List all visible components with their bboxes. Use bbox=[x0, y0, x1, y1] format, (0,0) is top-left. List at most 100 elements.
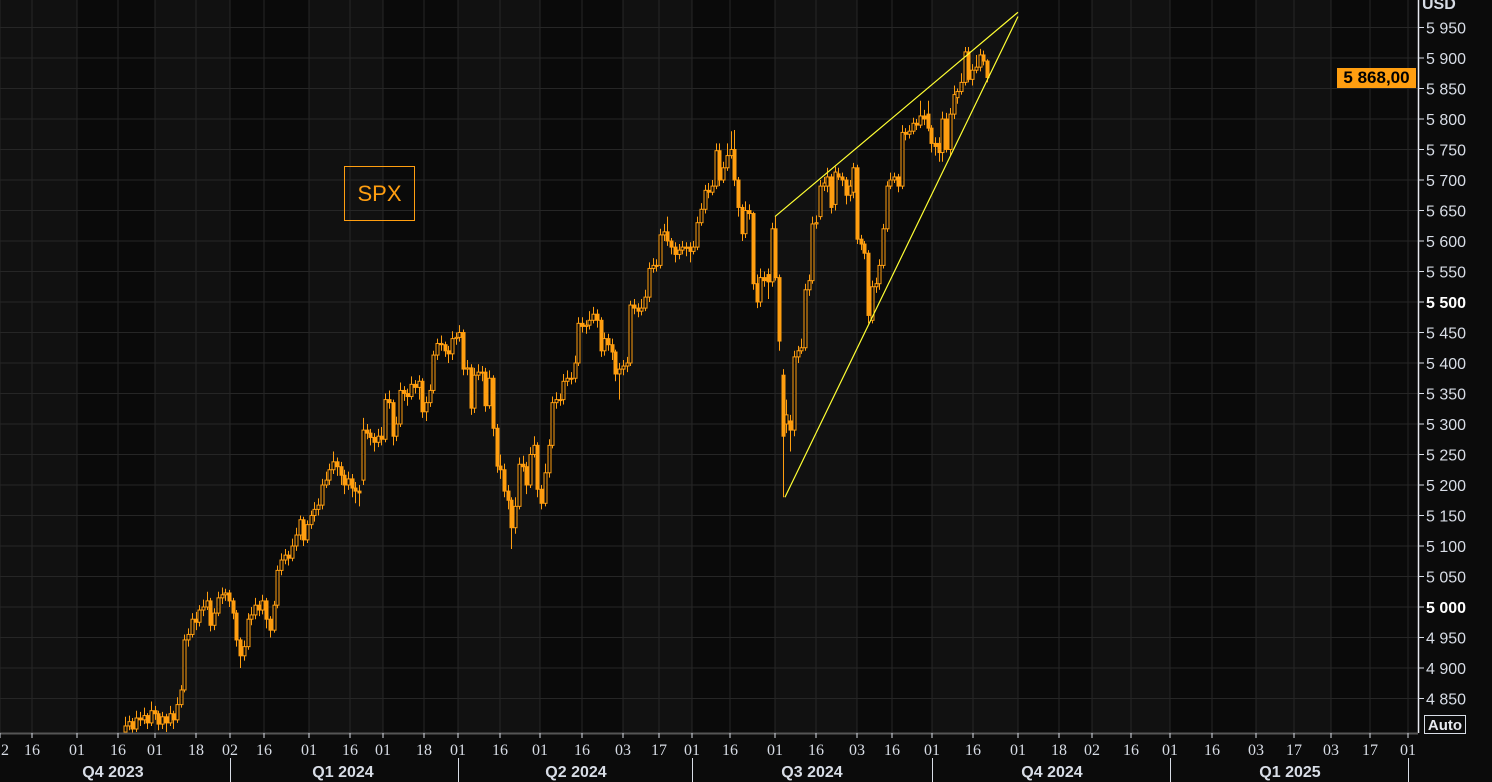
trendline[interactable] bbox=[774, 11, 1019, 218]
x-tick-label: 17 bbox=[651, 742, 667, 759]
last-price-tag: 5 868,00 bbox=[1337, 68, 1416, 88]
candle-body-up bbox=[528, 454, 533, 486]
candle bbox=[621, 359, 626, 376]
candle-body-up bbox=[186, 633, 191, 641]
candle-body-down bbox=[777, 277, 782, 342]
candle-body-up bbox=[160, 716, 165, 725]
candle-body-down bbox=[365, 429, 370, 434]
x-tick-label: 16 bbox=[1204, 742, 1220, 759]
candle-body-down bbox=[859, 238, 864, 245]
candle bbox=[766, 268, 771, 299]
quarter-label: Q4 2023 bbox=[82, 764, 143, 781]
candle-body-down bbox=[929, 127, 934, 144]
candle bbox=[246, 613, 251, 650]
candle-body-down bbox=[208, 600, 213, 626]
month-band bbox=[1018, 0, 1092, 733]
candle-body-down bbox=[286, 554, 291, 559]
candle-body-up bbox=[892, 176, 897, 181]
candle bbox=[595, 309, 600, 328]
candle bbox=[476, 364, 481, 381]
candle-body-down bbox=[896, 176, 901, 187]
candle bbox=[699, 203, 704, 226]
candle bbox=[896, 173, 901, 193]
candle-body-up bbox=[743, 210, 748, 235]
candle bbox=[123, 716, 128, 733]
candle bbox=[171, 710, 176, 729]
ticker-annotation[interactable]: SPX bbox=[344, 166, 415, 221]
candle-body-down bbox=[238, 639, 243, 657]
candle bbox=[658, 228, 663, 269]
candle bbox=[933, 137, 938, 156]
candle bbox=[502, 463, 507, 498]
candle bbox=[487, 370, 492, 409]
auto-scale-button[interactable]: Auto bbox=[1424, 715, 1466, 734]
candle bbox=[301, 516, 306, 546]
candle-body-up bbox=[818, 185, 823, 218]
candle bbox=[547, 439, 552, 478]
candle-body-up bbox=[587, 319, 592, 326]
candle bbox=[223, 588, 228, 601]
candle-body-up bbox=[279, 559, 284, 571]
candle bbox=[435, 338, 440, 360]
candle-body-up bbox=[212, 612, 217, 626]
candle-body-down bbox=[357, 490, 362, 494]
candle-body-up bbox=[959, 81, 964, 93]
candle-body-up bbox=[201, 606, 206, 611]
candle-body-up bbox=[952, 94, 957, 115]
candle-body-up bbox=[651, 264, 656, 269]
candle-body-down bbox=[231, 600, 236, 614]
candle-body-up bbox=[877, 264, 882, 285]
candle-body-up bbox=[324, 479, 329, 486]
candle bbox=[877, 259, 882, 290]
candle bbox=[632, 298, 637, 315]
candle bbox=[721, 161, 726, 184]
candle-body-up bbox=[870, 286, 875, 321]
x-tick-label: 02 bbox=[1084, 742, 1100, 759]
candle-body-down bbox=[164, 716, 169, 724]
candle-body-up bbox=[260, 600, 265, 611]
candle bbox=[807, 274, 812, 296]
candle bbox=[316, 498, 321, 516]
x-tick-label: 16 bbox=[1123, 742, 1139, 759]
trendline[interactable] bbox=[784, 16, 1019, 498]
candle bbox=[160, 711, 165, 729]
candle bbox=[710, 180, 715, 196]
candle bbox=[617, 363, 622, 400]
candle-body-down bbox=[339, 466, 344, 476]
candle-body-down bbox=[669, 240, 674, 248]
candle-body-down bbox=[747, 210, 752, 215]
y-tick-label: 5 500 bbox=[1426, 295, 1466, 312]
candle-body-down bbox=[268, 618, 273, 631]
candle bbox=[829, 173, 834, 214]
candle-body-up bbox=[900, 131, 905, 187]
candle-body-down bbox=[766, 274, 771, 283]
trendlines[interactable] bbox=[774, 11, 1019, 498]
candle bbox=[565, 370, 570, 387]
quarter-label: Q4 2024 bbox=[1021, 764, 1082, 781]
candle bbox=[669, 237, 674, 255]
candle-body-up bbox=[617, 368, 622, 375]
candle-body-up bbox=[465, 367, 470, 370]
month-band bbox=[0, 0, 77, 733]
candle-body-up bbox=[576, 322, 581, 364]
candle bbox=[569, 372, 574, 385]
y-tick-label: 5 950 bbox=[1426, 21, 1466, 38]
x-tick-label: 01 bbox=[767, 742, 783, 759]
candle-body-down bbox=[301, 519, 306, 541]
candle-body-down bbox=[732, 149, 737, 181]
x-tick-label: 01 bbox=[1400, 742, 1416, 759]
candle bbox=[331, 451, 336, 475]
candle-body-up bbox=[294, 534, 299, 547]
y-tick-label: 5 700 bbox=[1426, 173, 1466, 190]
candle bbox=[610, 338, 615, 360]
candle-body-down bbox=[353, 487, 358, 492]
candle-body-down bbox=[717, 150, 722, 181]
candle-body-up bbox=[249, 614, 254, 620]
month-band bbox=[932, 0, 1018, 733]
candle-body-down bbox=[498, 465, 503, 471]
candle-body-up bbox=[584, 324, 589, 327]
y-axis: 5 950 5 900 5 850 5 800 5 750 5 700 5 650 5 600… bbox=[1417, 0, 1466, 733]
candle-body-down bbox=[506, 490, 511, 501]
candle-body-up bbox=[361, 429, 366, 481]
